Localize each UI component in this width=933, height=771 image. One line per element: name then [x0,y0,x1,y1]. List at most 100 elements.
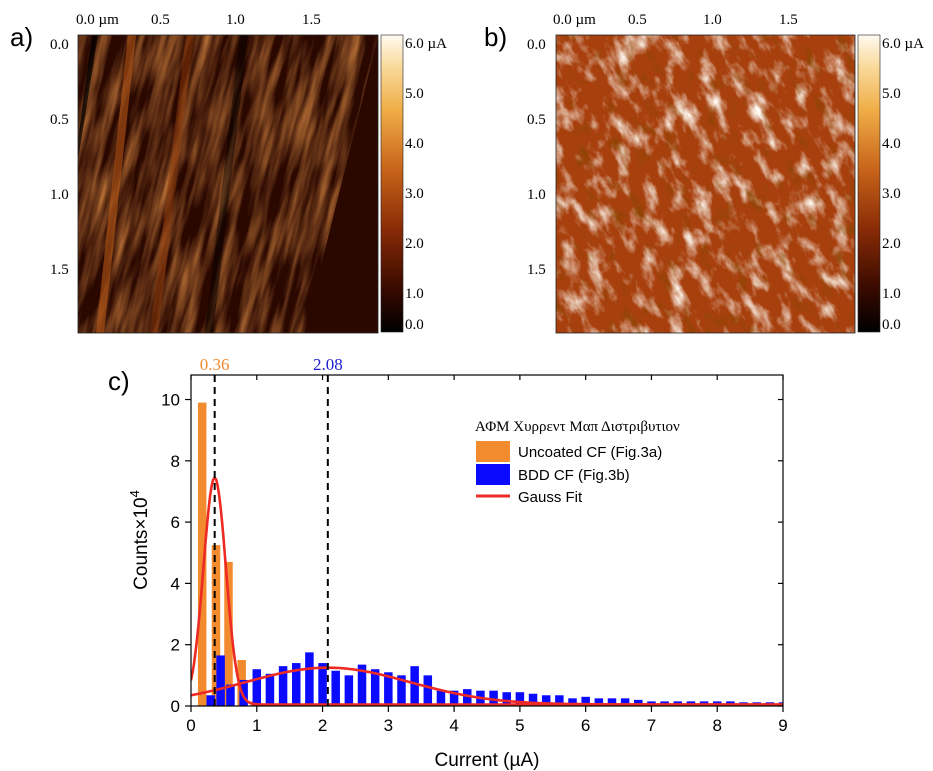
map-a-ytick: 1.0 [50,187,69,203]
y-axis-label: Counts×104 [127,490,152,590]
map-a-xticks: 0.0 µm 0.5 1.0 1.5 [76,12,321,28]
y-tick-label: 10 [161,391,180,410]
colorbar-b-tick: 6.0 µA [882,36,924,52]
map-a-xtick: 0.5 [151,12,170,28]
bdd-bar [265,673,275,706]
colorbar-a-tick: 3.0 [405,186,424,202]
x-tick-label: 0 [186,716,195,735]
map-b [556,35,855,333]
legend-label-uncoated: Uncoated CF (Fig.3a) [518,444,662,461]
bdd-bar [528,693,538,706]
bdd-bar [216,655,225,706]
bdd-bar [620,698,630,706]
colorbar-a-tick: 4.0 [405,136,424,152]
bdd-bar [449,690,459,706]
panel-b-label: b) [484,22,507,52]
x-tick-label: 5 [515,716,524,735]
x-tick-label: 4 [449,716,458,735]
y-axis-label-text: Counts×10 [131,497,152,589]
plot-frame [190,374,784,707]
colorbar-a-ticks: 6.0 µA 5.0 4.0 3.0 2.0 1.0 0.0 [405,36,447,333]
x-tick-label: 1 [252,716,261,735]
legend-title: ΑΦΜ Χυρρεντ Μαπ Διστριβυτιον [475,419,680,435]
map-a-ytick: 1.5 [50,262,69,278]
gauss-fit-bdd-curve [191,666,783,706]
reference-lines: 0.36 2.08 [200,355,343,706]
uncoated-bars [197,402,260,706]
bdd-bar [410,666,419,706]
bdd-bar [278,666,288,706]
bdd-bar [555,695,564,706]
bdd-bar [397,675,406,706]
bdd-bar [291,663,301,706]
y-tick-label: 8 [171,452,180,471]
y-axis-ticks: 0 2 4 6 8 10 [161,391,783,716]
map-b-ytick: 0.0 [527,37,546,53]
y-tick-label: 0 [171,697,180,716]
colorbar-b-tick: 3.0 [882,186,901,202]
colorbar-a [380,34,404,333]
map-a [78,35,378,333]
bdd-bar [634,699,643,706]
colorbar-b [857,34,881,333]
x-tick-label: 9 [778,716,787,735]
legend-label-bdd: BDD CF (Fig.3b) [518,467,630,484]
bdd-bar [541,695,551,706]
y-tick-label: 4 [171,574,180,593]
legend-label-gauss: Gauss Fit [518,489,583,506]
bdd-bar [226,684,235,706]
x-tick-label: 3 [384,716,393,735]
bdd-bar [423,675,433,706]
map-b-yticks: 0.0 0.5 1.0 1.5 [527,37,546,278]
bdd-bar [463,689,472,706]
map-b-xtick: 0.0 µm [553,12,596,28]
map-a-xtick: 1.5 [302,12,321,28]
legend-swatch-uncoated [476,441,510,462]
bdd-bar [594,698,604,706]
map-a-xtick: 0.0 µm [76,12,119,28]
colorbar-a-tick: 1.0 [405,286,424,302]
colorbar-a-tick: 2.0 [405,236,424,252]
x-tick-label: 2 [318,716,327,735]
colorbar-b-tick: 0.0 [882,317,901,333]
bdd-bar [239,679,248,706]
panel-b: b) 0.0 µm 0.5 1.0 1.5 0.0 0.5 1.0 1.5 6.… [484,12,924,334]
map-a-frame [77,34,379,334]
bdd-bar [502,692,511,706]
panel-a: a) 0.0 µm 0.5 1.0 1.5 0.0 0.5 1.0 1.5 6.… [10,12,447,334]
map-b-ytick: 1.0 [527,187,546,203]
panel-c: c) 0.36 2.08 0 1 2 3 4 5 6 7 8 9 0 2 4 6 8 10 Current (… [108,355,788,771]
bdd-bar [489,690,498,706]
bdd-bar [515,692,525,706]
legend: ΑΦΜ Χυρρεντ Μαπ Διστριβυτιον Uncoated CF… [475,419,680,506]
x-axis-ticks: 0 1 2 3 4 5 6 7 8 9 [186,375,788,735]
map-a-ytick: 0.0 [50,37,69,53]
panel-c-label: c) [108,366,130,396]
bdd-bar [305,652,314,706]
colorbar-b-tick: 4.0 [882,136,901,152]
colorbar-b-tick: 2.0 [882,236,901,252]
bdd-bar [344,675,354,706]
colorbar-b-tick: 1.0 [882,286,901,302]
y-tick-label: 6 [171,513,180,532]
map-b-xtick: 1.0 [703,12,722,28]
uncoated-bar [197,402,207,706]
bdd-bar [252,669,262,706]
bdd-bar [384,672,393,706]
y-tick-label: 2 [171,636,180,655]
x-tick-label: 7 [647,716,656,735]
bdd-bar [318,663,327,706]
bdd-bar [436,690,446,706]
bdd-bar [581,696,590,706]
bdd-bar [607,698,617,706]
peak-label: 0.36 [200,355,230,374]
y-axis-label-superscript: 4 [127,490,142,497]
colorbar-b-tick: 5.0 [882,86,901,102]
map-b-ytick: 1.5 [527,262,546,278]
bdd-bar [206,695,215,706]
gauss-fit-curves [191,475,783,706]
colorbar-a-tick: 5.0 [405,86,424,102]
map-b-frame [555,34,856,334]
map-b-xticks: 0.0 µm 0.5 1.0 1.5 [553,12,798,28]
